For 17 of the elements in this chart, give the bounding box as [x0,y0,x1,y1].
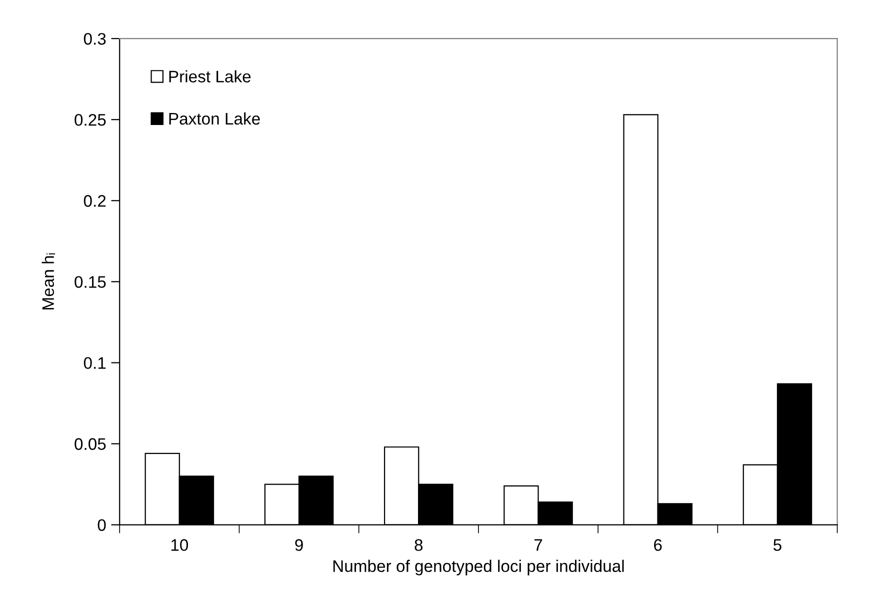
y-tick-label: 0.05 [74,438,106,450]
y-tick-label: 0.2 [84,195,106,207]
x-tick-label: 7 [534,539,542,551]
y-tick-label: 0 [98,519,106,532]
y-tick-label: 0.1 [84,357,106,369]
x-axis-title: Number of genotyped loci per individual [333,560,624,576]
legend-label: Paxton Lake [169,112,260,125]
legend-label: Priest Lake [169,70,251,82]
y-tick-label: 0.3 [84,32,106,45]
x-tick-label: 10 [171,539,188,551]
x-tick-label: 8 [414,539,423,551]
y-tick-label: 0.15 [74,276,106,288]
y-tick-label: 0.25 [74,114,106,126]
x-tick-label: 6 [654,539,662,551]
y-axis-title: Mean hᵢ [42,253,56,310]
x-tick-label: 5 [774,539,782,551]
x-tick-label: 9 [295,539,303,551]
